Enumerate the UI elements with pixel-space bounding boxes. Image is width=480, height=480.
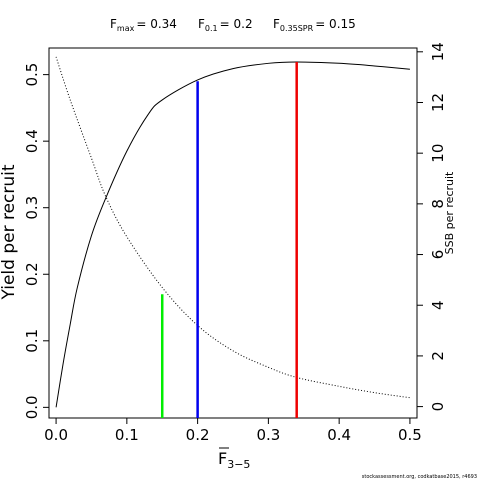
ref-f035spr-value: = 0.15 <box>315 17 356 31</box>
ssb-per-recruit-line <box>55 56 410 399</box>
x-axis-title-text: F3−5 <box>218 449 250 471</box>
y-tick-label: 0.5 <box>23 63 41 87</box>
y2-tick-label: 0 <box>429 402 447 412</box>
yield-per-recruit-line <box>55 61 410 408</box>
reference-lines <box>160 61 298 418</box>
ref-f01-symbol: F <box>198 17 205 31</box>
x-tick-label: 0.5 <box>398 426 422 444</box>
credit-text: stockassessment.org, codkatbase2015, r46… <box>362 474 477 480</box>
x-tick-label: 0.1 <box>115 426 139 444</box>
ref-f035spr-subscript: 0.35SPR <box>280 24 314 33</box>
x-axis-title: F3−5 <box>218 447 250 471</box>
y2-tick-label: 2 <box>429 351 447 361</box>
y-tick-label: 0.0 <box>23 395 41 419</box>
y2-tick-label: 8 <box>429 199 447 209</box>
x-tick-label: 0.2 <box>186 426 210 444</box>
y2-tick-label: 12 <box>429 93 447 112</box>
x-axis-title-main: F <box>218 449 227 468</box>
y2-tick-label: 4 <box>429 300 447 310</box>
ref-fmax-subscript: max <box>117 24 135 33</box>
x-tick-label: 0.4 <box>327 426 351 444</box>
y-axis-left: 0.0 0.1 0.2 0.3 0.4 0.5 <box>23 63 49 419</box>
ref-f035spr: F0.35SPR = 0.15 <box>273 17 356 33</box>
x-axis-title-subscript: 3−5 <box>227 458 250 471</box>
y-tick-label: 0.2 <box>23 262 41 286</box>
ref-f01-subscript: 0.1 <box>205 24 218 33</box>
x-axis: 0.0 0.1 0.2 0.3 0.4 0.5 <box>44 418 422 444</box>
x-tick-label: 0.0 <box>44 426 68 444</box>
plot-frame <box>48 47 418 419</box>
y-axis-right: 0 2 4 6 8 10 12 14 <box>417 42 447 411</box>
ref-fmax-symbol: F <box>110 17 117 31</box>
x-tick-label: 0.3 <box>256 426 280 444</box>
ref-f035spr-symbol: F <box>273 17 280 31</box>
y2-axis-title: SSB per recruit <box>443 171 456 254</box>
y-tick-label: 0.1 <box>23 329 41 353</box>
ref-f01: F0.1 = 0.2 <box>198 17 253 33</box>
reference-points-header: Fmax = 0.34 F0.1 = 0.2 F0.35SPR = 0.15 <box>110 17 356 33</box>
ref-f01-value: = 0.2 <box>220 17 253 31</box>
y2-tick-label: 14 <box>429 42 447 61</box>
y2-tick-label: 6 <box>429 250 447 260</box>
y-axis-title: Yield per recruit <box>0 164 19 300</box>
y-tick-label: 0.4 <box>23 129 41 153</box>
ref-fmax: Fmax = 0.34 <box>110 17 177 33</box>
y-tick-label: 0.3 <box>23 196 41 220</box>
y2-tick-label: 10 <box>429 144 447 163</box>
ref-fmax-value: = 0.34 <box>136 17 177 31</box>
series-layer <box>55 56 410 408</box>
